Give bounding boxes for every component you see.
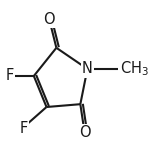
Text: F: F: [20, 121, 28, 136]
Text: N: N: [82, 61, 93, 76]
Text: F: F: [6, 69, 14, 83]
Text: CH$_3$: CH$_3$: [120, 60, 149, 78]
Text: O: O: [43, 12, 55, 27]
Text: O: O: [79, 125, 90, 140]
